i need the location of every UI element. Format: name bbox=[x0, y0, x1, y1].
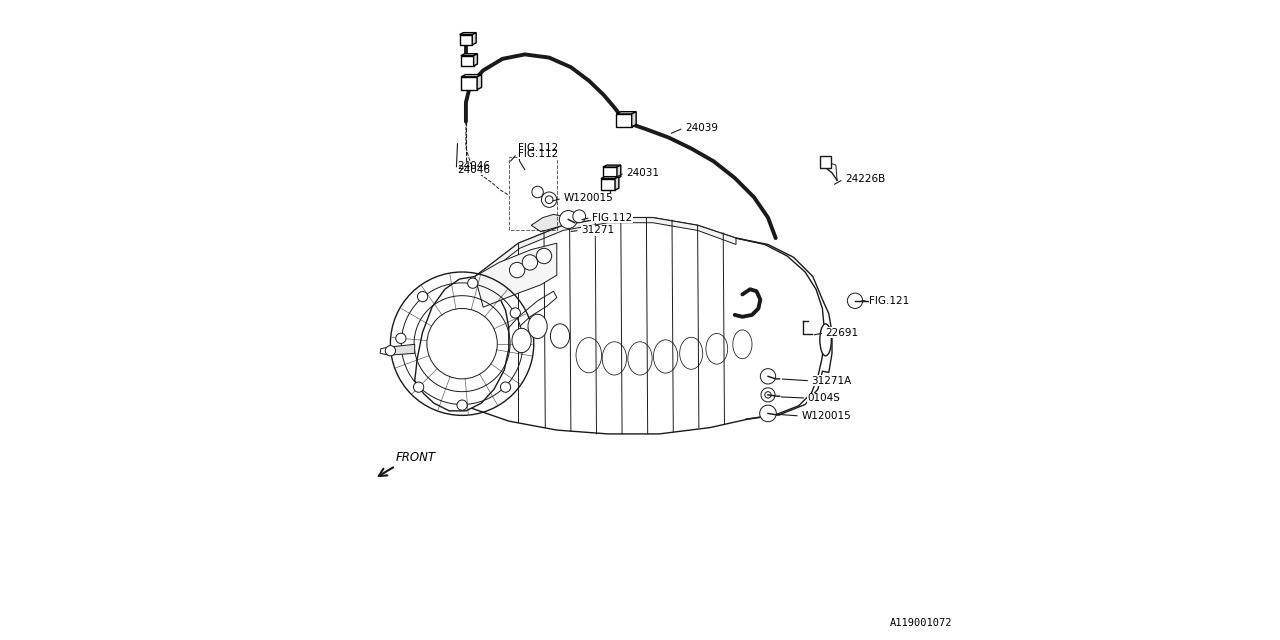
Polygon shape bbox=[415, 276, 508, 411]
Circle shape bbox=[536, 248, 552, 264]
Text: 22691: 22691 bbox=[826, 328, 859, 338]
Circle shape bbox=[396, 333, 406, 344]
Text: FIG.112: FIG.112 bbox=[518, 148, 558, 159]
Ellipse shape bbox=[529, 314, 548, 339]
Polygon shape bbox=[461, 54, 477, 56]
Polygon shape bbox=[617, 114, 632, 127]
Polygon shape bbox=[602, 179, 614, 190]
Text: 24046: 24046 bbox=[458, 164, 490, 175]
Text: 24031: 24031 bbox=[626, 168, 659, 178]
Text: 0104S: 0104S bbox=[808, 393, 841, 403]
Polygon shape bbox=[602, 177, 620, 179]
Circle shape bbox=[457, 400, 467, 410]
Circle shape bbox=[413, 382, 424, 392]
Polygon shape bbox=[617, 165, 621, 179]
Circle shape bbox=[385, 346, 396, 356]
Text: W120015: W120015 bbox=[801, 411, 851, 421]
Ellipse shape bbox=[550, 324, 570, 348]
Circle shape bbox=[532, 186, 544, 198]
Circle shape bbox=[765, 392, 771, 398]
Circle shape bbox=[541, 192, 557, 207]
Polygon shape bbox=[474, 54, 477, 66]
Text: 31271: 31271 bbox=[581, 225, 614, 236]
Circle shape bbox=[511, 308, 521, 318]
Circle shape bbox=[559, 211, 577, 228]
Circle shape bbox=[759, 405, 776, 422]
Polygon shape bbox=[380, 347, 389, 355]
Polygon shape bbox=[461, 56, 474, 66]
Ellipse shape bbox=[820, 324, 832, 356]
Bar bbox=[820, 156, 831, 168]
Text: 31271A: 31271A bbox=[812, 376, 851, 386]
Polygon shape bbox=[461, 77, 477, 90]
Polygon shape bbox=[460, 33, 476, 35]
Circle shape bbox=[500, 382, 511, 392]
Polygon shape bbox=[477, 75, 481, 90]
Polygon shape bbox=[603, 167, 617, 179]
Polygon shape bbox=[389, 344, 415, 355]
Circle shape bbox=[545, 196, 553, 204]
Circle shape bbox=[522, 255, 538, 270]
Polygon shape bbox=[472, 33, 476, 45]
Text: 24226B: 24226B bbox=[845, 174, 884, 184]
Circle shape bbox=[467, 278, 477, 288]
Circle shape bbox=[760, 369, 776, 384]
Text: 24039: 24039 bbox=[685, 123, 718, 133]
Polygon shape bbox=[461, 75, 481, 77]
Polygon shape bbox=[617, 112, 636, 114]
Circle shape bbox=[509, 262, 525, 278]
Circle shape bbox=[573, 210, 586, 223]
Polygon shape bbox=[614, 177, 620, 190]
Circle shape bbox=[417, 291, 428, 301]
Polygon shape bbox=[475, 218, 736, 280]
Polygon shape bbox=[603, 165, 621, 167]
Polygon shape bbox=[531, 214, 563, 232]
Circle shape bbox=[847, 293, 863, 308]
Polygon shape bbox=[632, 112, 636, 127]
Text: FIG.121: FIG.121 bbox=[869, 296, 909, 306]
Polygon shape bbox=[460, 35, 472, 45]
Text: FRONT: FRONT bbox=[396, 451, 435, 464]
Text: A119001072: A119001072 bbox=[890, 618, 952, 628]
Text: 24046: 24046 bbox=[458, 161, 490, 172]
Ellipse shape bbox=[512, 328, 531, 353]
Text: FIG.112: FIG.112 bbox=[591, 212, 632, 223]
Polygon shape bbox=[475, 243, 557, 307]
Polygon shape bbox=[415, 218, 832, 434]
Text: FIG.112: FIG.112 bbox=[518, 143, 558, 154]
Text: W120015: W120015 bbox=[563, 193, 613, 204]
Circle shape bbox=[760, 388, 776, 402]
